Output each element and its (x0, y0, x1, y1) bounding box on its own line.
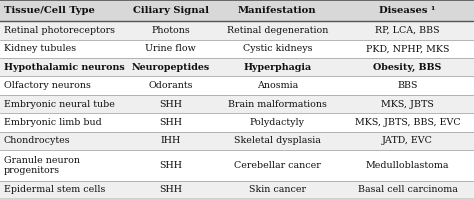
Text: IHH: IHH (161, 137, 181, 145)
Text: SHH: SHH (159, 100, 182, 109)
Text: Manifestation: Manifestation (238, 6, 317, 15)
Text: Embryonic limb bud: Embryonic limb bud (4, 118, 101, 127)
Text: Hypothalamic neurons: Hypothalamic neurons (4, 63, 125, 72)
Bar (0, 113, 474, 132)
Bar (0, 58, 474, 76)
Text: BBS: BBS (397, 81, 418, 90)
Text: JATD, EVC: JATD, EVC (382, 137, 433, 145)
Text: Neuropeptides: Neuropeptides (131, 63, 210, 72)
Bar (0, 21, 474, 40)
Text: RP, LCA, BBS: RP, LCA, BBS (375, 26, 440, 35)
Text: MKS, JBTS: MKS, JBTS (381, 100, 434, 109)
Text: Photons: Photons (151, 26, 190, 35)
Text: Tissue/Cell Type: Tissue/Cell Type (4, 6, 95, 15)
Bar (0, 180, 474, 199)
Text: SHH: SHH (159, 118, 182, 127)
Text: Obesity, BBS: Obesity, BBS (374, 63, 442, 72)
Bar (0, 95, 474, 113)
Text: Odorants: Odorants (148, 81, 193, 90)
Text: Kidney tubules: Kidney tubules (4, 44, 76, 53)
Text: Polydactyly: Polydactyly (250, 118, 305, 127)
Bar (0, 150, 474, 180)
Text: Ciliary Signal: Ciliary Signal (133, 6, 209, 15)
Text: Skin cancer: Skin cancer (249, 185, 306, 194)
Text: Diseases ¹: Diseases ¹ (380, 6, 436, 15)
Text: MKS, JBTS, BBS, EVC: MKS, JBTS, BBS, EVC (355, 118, 460, 127)
Text: Olfactory neurons: Olfactory neurons (4, 81, 91, 90)
Text: Urine flow: Urine flow (145, 44, 196, 53)
Text: Medulloblastoma: Medulloblastoma (366, 161, 449, 170)
Text: Cystic kidneys: Cystic kidneys (243, 44, 312, 53)
Text: Retinal degeneration: Retinal degeneration (227, 26, 328, 35)
Text: Epidermal stem cells: Epidermal stem cells (4, 185, 105, 194)
Bar (0, 76, 474, 95)
Bar (0, 132, 474, 150)
Text: SHH: SHH (159, 185, 182, 194)
Text: Basal cell carcinoma: Basal cell carcinoma (358, 185, 457, 194)
Text: PKD, NPHP, MKS: PKD, NPHP, MKS (366, 44, 449, 53)
Text: Retinal photoreceptors: Retinal photoreceptors (4, 26, 115, 35)
Text: Skeletal dysplasia: Skeletal dysplasia (234, 137, 321, 145)
Text: Embryonic neural tube: Embryonic neural tube (4, 100, 115, 109)
Bar (0, 0, 474, 21)
Text: SHH: SHH (159, 161, 182, 170)
Text: Brain malformations: Brain malformations (228, 100, 327, 109)
Text: Hyperphagia: Hyperphagia (243, 63, 311, 72)
Text: Chondrocytes: Chondrocytes (4, 137, 71, 145)
Text: Anosmia: Anosmia (256, 81, 298, 90)
Text: Granule neuron
progenitors: Granule neuron progenitors (4, 156, 80, 175)
Text: Cerebellar cancer: Cerebellar cancer (234, 161, 321, 170)
Bar (0, 40, 474, 58)
